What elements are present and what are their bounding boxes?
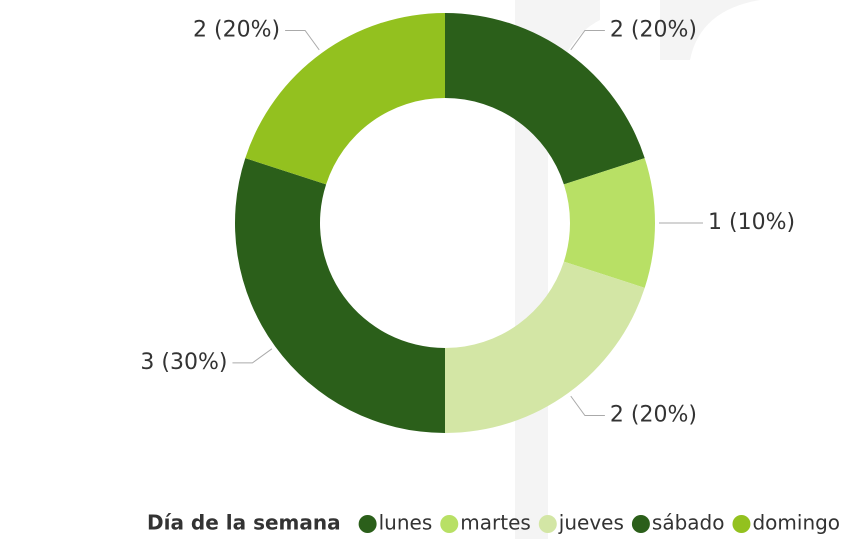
data-label: 3 (30%): [140, 350, 227, 375]
legend-marker: [538, 515, 557, 533]
background-shape: [660, 0, 760, 60]
data-label: 2 (20%): [193, 17, 280, 42]
leader-line: [570, 395, 605, 417]
legend-marker: [631, 515, 650, 533]
legend-marker: [358, 515, 377, 533]
legend-label: domingo: [752, 511, 840, 535]
legend-label: sábado: [652, 511, 725, 535]
data-label: 2 (20%): [610, 403, 697, 428]
slice: [245, 13, 445, 185]
leader-line: [285, 29, 320, 51]
slice: [234, 158, 445, 433]
donut: 2 (20%) 1 (10%) 2 (20%) 3 (30%) 2 (20%): [140, 13, 795, 434]
leader-line: [570, 29, 605, 51]
legend-marker: [732, 515, 751, 533]
slice: [563, 158, 655, 288]
leader-line: [232, 348, 273, 364]
legend: Día de la semana lunes martes jueves sábado…: [147, 511, 840, 535]
legend-label: martes: [460, 511, 531, 535]
legend-marker: [440, 515, 459, 533]
legend-title: Día de la semana: [147, 511, 341, 535]
data-label: 2 (20%): [610, 17, 697, 42]
slice: [445, 13, 645, 185]
legend-label: jueves: [558, 511, 624, 535]
slice: [445, 261, 645, 434]
legend-label: lunes: [379, 511, 433, 535]
data-label: 1 (10%): [708, 210, 795, 235]
